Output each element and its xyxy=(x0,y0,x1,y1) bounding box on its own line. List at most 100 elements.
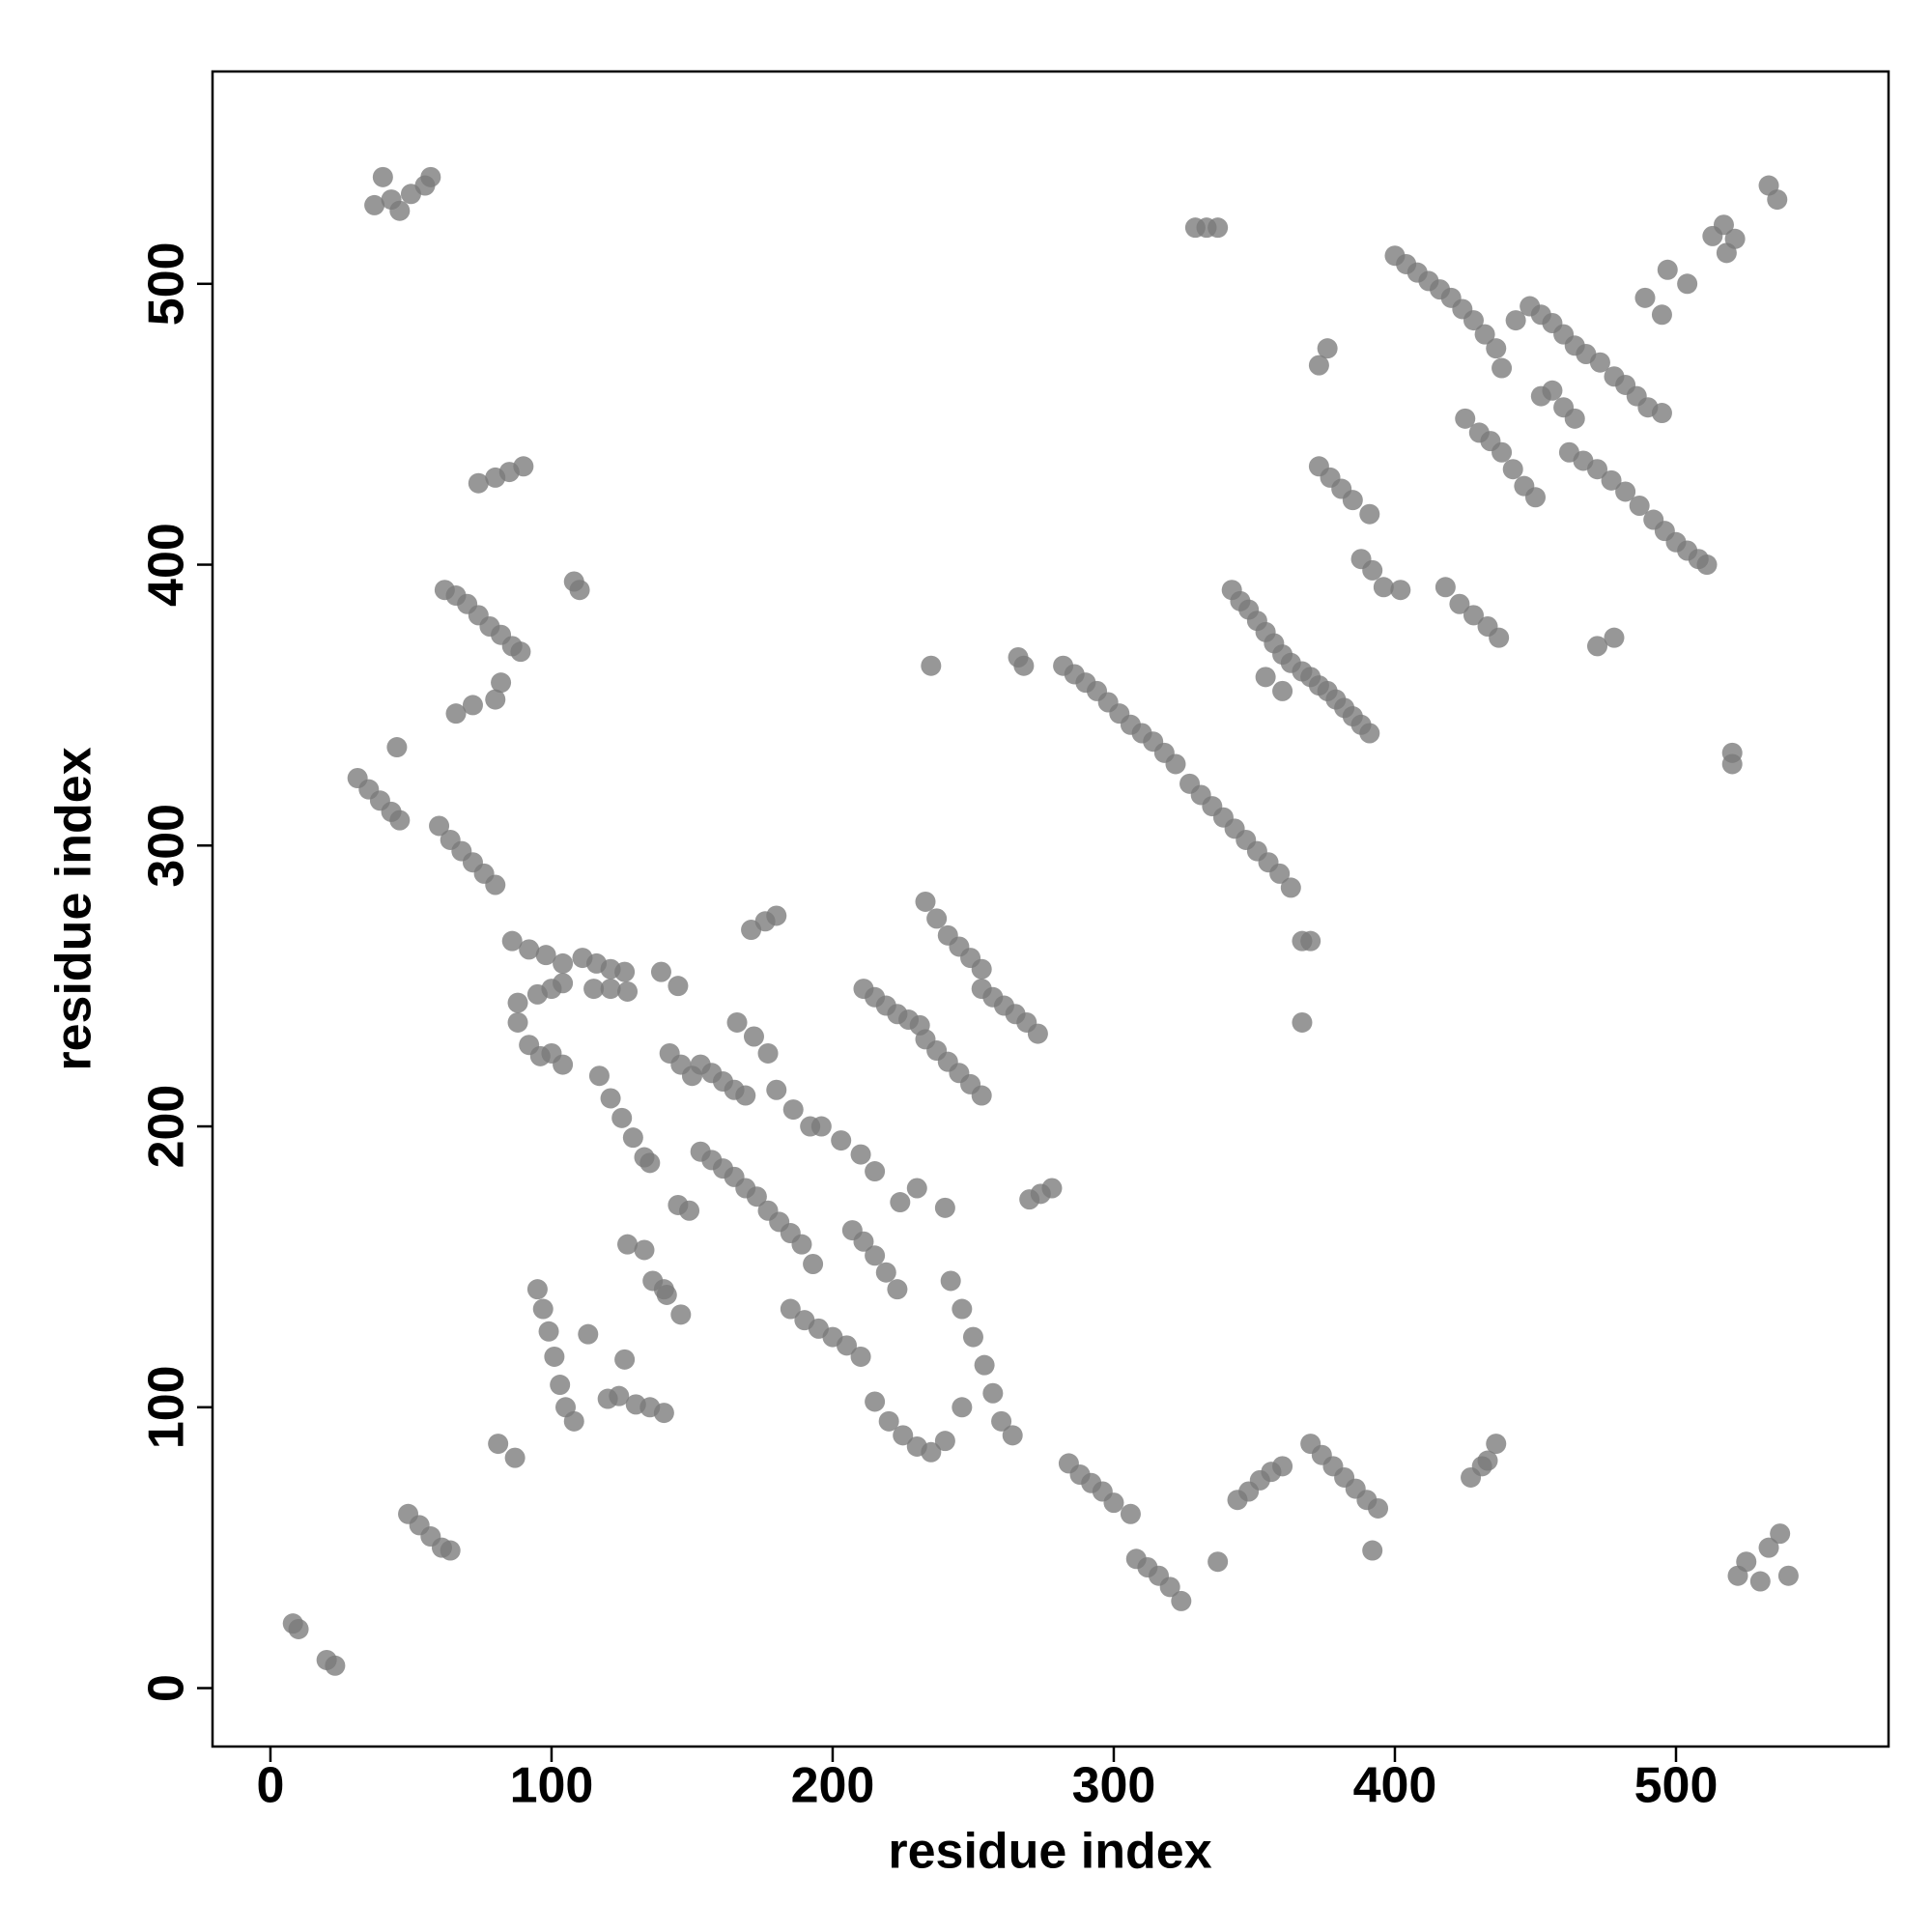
point xyxy=(766,1079,787,1100)
point xyxy=(850,1144,871,1165)
point xyxy=(1159,1577,1180,1598)
point xyxy=(1477,1450,1498,1471)
point xyxy=(1342,490,1363,511)
point xyxy=(1292,1011,1313,1033)
point xyxy=(1280,877,1301,898)
point xyxy=(617,980,639,1002)
point xyxy=(1587,459,1608,480)
point xyxy=(1455,408,1476,429)
point xyxy=(1362,1540,1383,1561)
point xyxy=(837,1335,858,1356)
point xyxy=(865,1245,886,1266)
point xyxy=(952,1397,973,1418)
point xyxy=(1489,627,1510,648)
point xyxy=(1272,1456,1293,1477)
point xyxy=(553,1054,574,1075)
point xyxy=(526,1279,548,1300)
point xyxy=(1362,559,1383,581)
point xyxy=(544,1346,565,1367)
point xyxy=(766,905,787,926)
x-tick-label: 400 xyxy=(1353,1758,1437,1814)
point xyxy=(780,1298,801,1320)
point xyxy=(550,1375,571,1396)
point xyxy=(1601,469,1622,491)
point xyxy=(782,1099,804,1121)
point xyxy=(743,1026,764,1047)
point xyxy=(971,1085,992,1106)
point xyxy=(940,1270,961,1292)
point xyxy=(934,1431,955,1452)
point xyxy=(735,1085,756,1106)
y-axis-label: residue index xyxy=(46,747,102,1070)
point xyxy=(934,1197,955,1218)
x-tick-label: 100 xyxy=(510,1758,594,1814)
x-tick-label: 500 xyxy=(1634,1758,1719,1814)
point xyxy=(971,958,992,980)
point xyxy=(578,1323,599,1345)
point xyxy=(535,945,556,966)
x-tick-label: 300 xyxy=(1072,1758,1156,1814)
point xyxy=(679,1200,700,1221)
point xyxy=(532,1298,554,1320)
point xyxy=(1677,273,1698,295)
x-axis-label: residue index xyxy=(888,1824,1211,1880)
point xyxy=(915,891,936,912)
point xyxy=(952,1298,973,1320)
point xyxy=(921,1441,942,1463)
y-tick-label: 200 xyxy=(139,1085,195,1169)
x-tick-label: 200 xyxy=(791,1758,875,1814)
point xyxy=(420,166,441,187)
point xyxy=(563,1410,584,1432)
point xyxy=(1716,242,1737,264)
point xyxy=(1629,495,1650,516)
point xyxy=(757,1042,779,1064)
point xyxy=(1651,403,1672,424)
point xyxy=(1359,503,1380,525)
point xyxy=(791,1234,812,1255)
point xyxy=(921,655,942,676)
point xyxy=(1524,487,1546,508)
point xyxy=(1171,1590,1192,1611)
point xyxy=(1013,655,1035,676)
point xyxy=(553,973,574,994)
point xyxy=(850,1346,871,1367)
point xyxy=(746,1186,767,1208)
point xyxy=(468,472,489,494)
point xyxy=(1449,593,1470,614)
point xyxy=(1435,577,1456,598)
point xyxy=(982,1382,1004,1404)
point xyxy=(389,200,411,221)
point xyxy=(364,194,385,215)
plot-frame xyxy=(211,70,1890,1748)
point xyxy=(507,1011,528,1033)
y-tick-label: 300 xyxy=(139,804,195,888)
point xyxy=(1615,481,1636,502)
point xyxy=(656,1284,677,1305)
point xyxy=(519,939,540,960)
point xyxy=(1505,310,1526,331)
point xyxy=(622,1127,643,1149)
point xyxy=(865,1161,886,1182)
point xyxy=(1368,1497,1389,1519)
point xyxy=(1308,355,1329,376)
point xyxy=(1463,310,1484,331)
point xyxy=(440,1540,461,1561)
point xyxy=(1002,1425,1023,1446)
point xyxy=(865,1391,886,1412)
point xyxy=(1502,459,1523,480)
point xyxy=(588,1065,610,1087)
point xyxy=(600,979,621,1000)
point xyxy=(288,1618,309,1639)
point xyxy=(1721,753,1743,775)
point xyxy=(386,737,408,758)
point xyxy=(639,1152,661,1174)
point xyxy=(906,1178,927,1199)
point xyxy=(1749,1571,1771,1592)
point xyxy=(650,961,671,982)
point xyxy=(1634,287,1656,308)
point xyxy=(1492,441,1513,463)
point xyxy=(1651,304,1672,326)
point xyxy=(609,1385,630,1406)
point xyxy=(634,1239,655,1261)
